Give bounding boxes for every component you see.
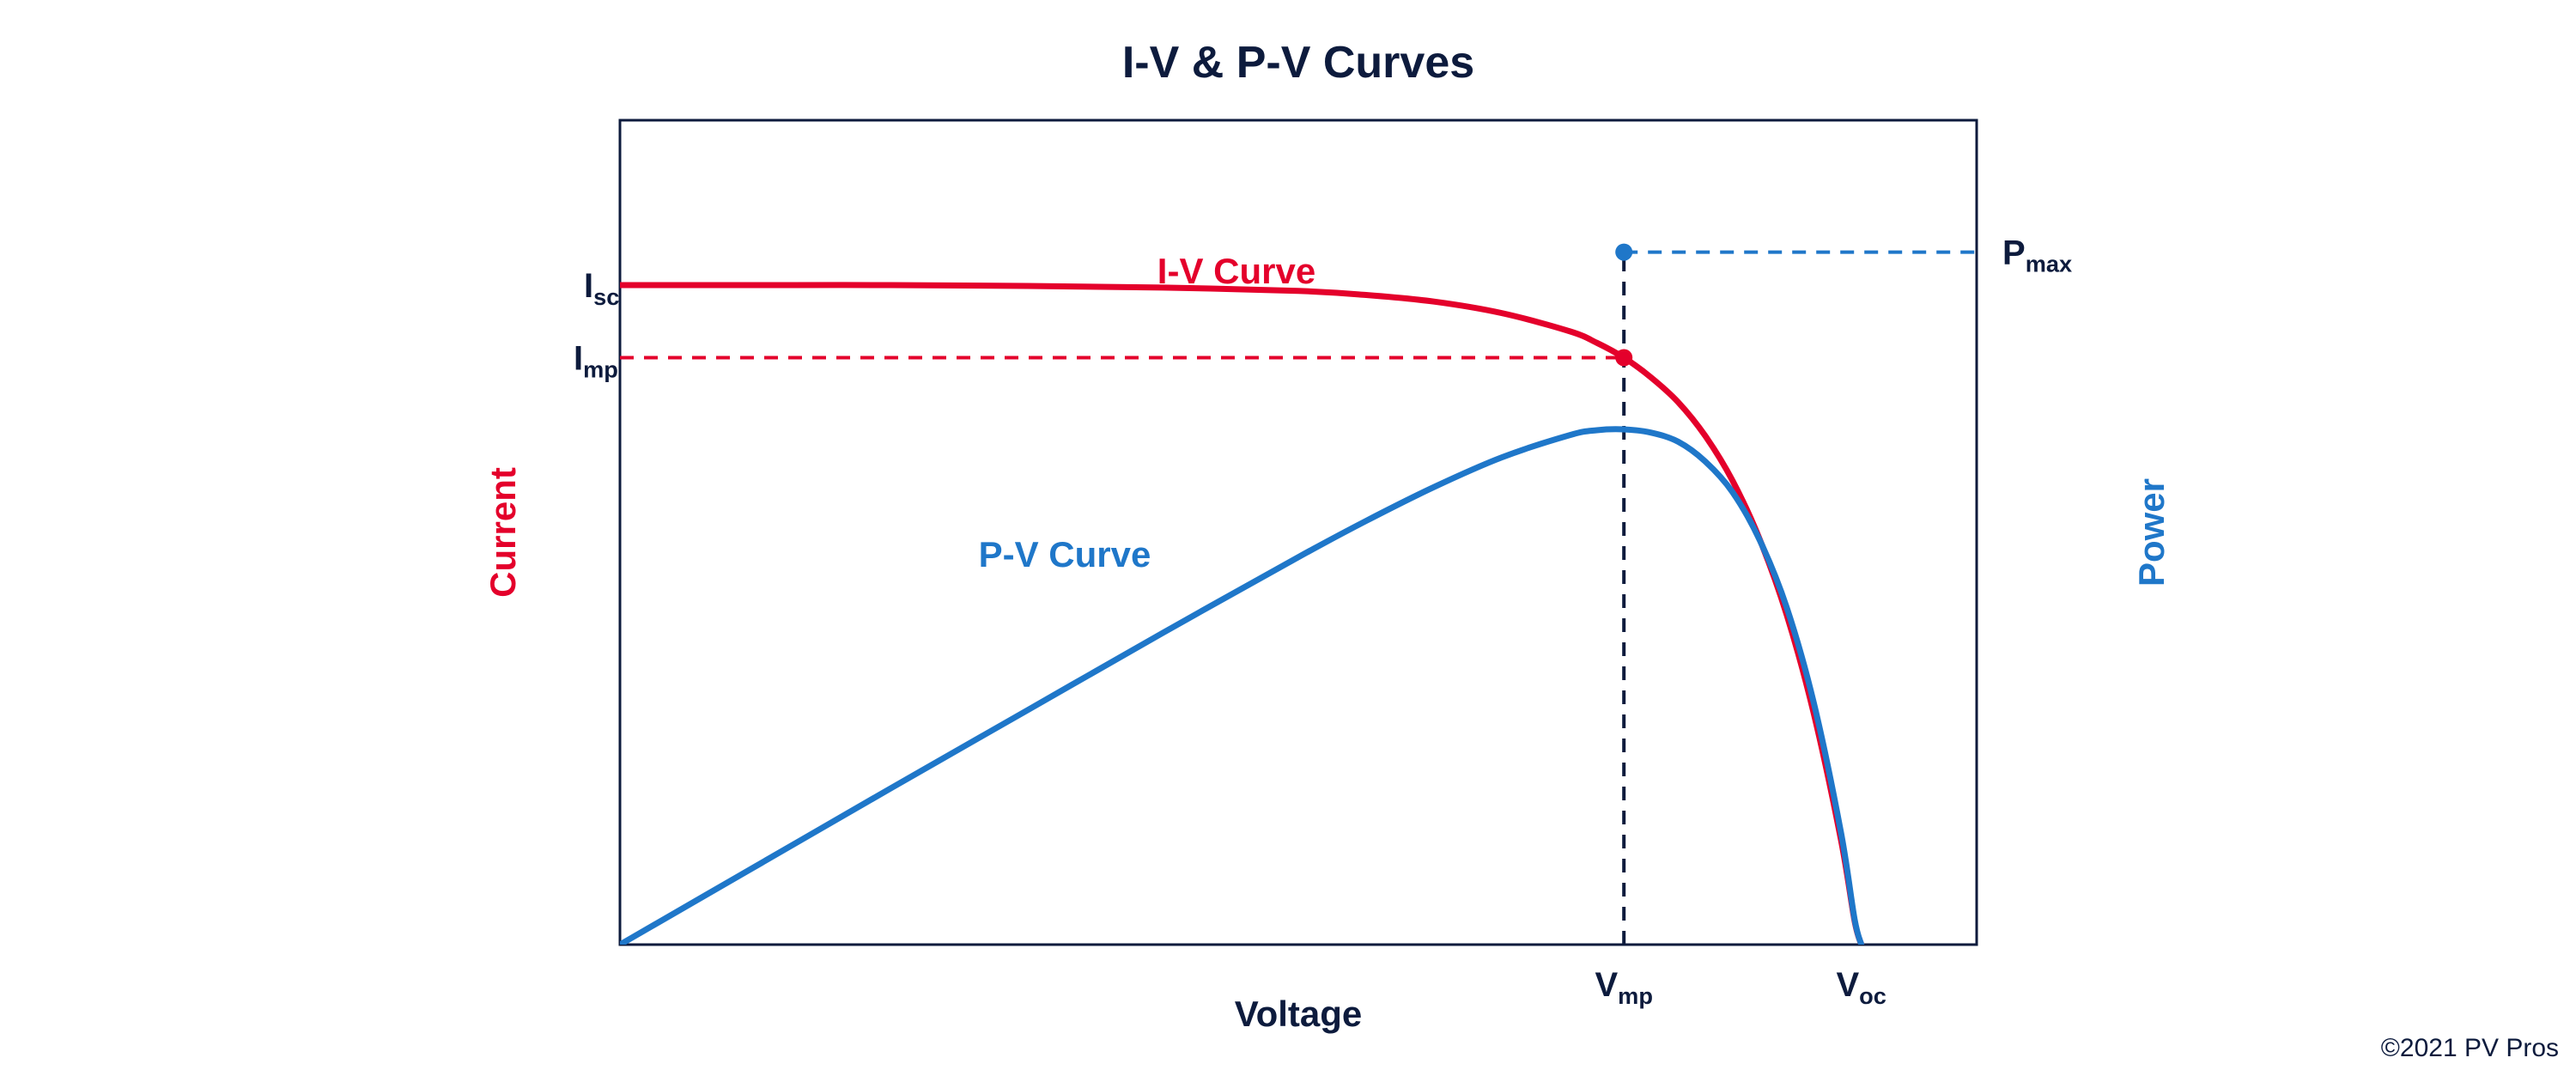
voc-label: Voc (1836, 966, 1886, 1009)
plot-border (620, 120, 1977, 945)
x-axis-label: Voltage (1235, 994, 1363, 1034)
pv-curve-label: P-V Curve (979, 534, 1151, 574)
imp-marker (1615, 349, 1632, 366)
copyright-text: ©2021 PV Pros (2381, 1034, 2559, 1062)
chart-title: I-V & P-V Curves (1122, 38, 1474, 88)
chart-svg: I-V & P-V Curves Current Power Voltage Isc Im… (0, 0, 2576, 1082)
y-axis-right-label: Power (2131, 478, 2172, 587)
isc-label: Isc (584, 267, 619, 310)
pv-curve (620, 429, 1862, 945)
iv-curve (620, 285, 1862, 945)
iv-curve-label: I-V Curve (1157, 251, 1315, 291)
pmax-marker (1615, 244, 1632, 261)
y-axis-left-label: Current (483, 467, 523, 598)
vmp-label: Vmp (1595, 966, 1652, 1009)
chart-stage: I-V & P-V Curves Current Power Voltage Isc Im… (0, 0, 2576, 1082)
pmax-label: Pmax (2002, 234, 2072, 277)
imp-label: Imp (574, 339, 618, 382)
